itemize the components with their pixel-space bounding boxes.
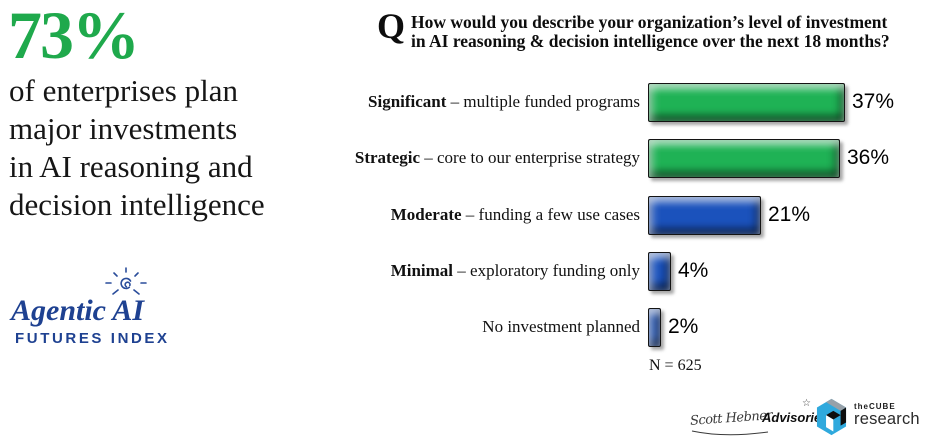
category-label: Strategic – core to our enterprise strat…	[354, 147, 640, 167]
signature-advisories: Advisories	[762, 410, 829, 425]
bar-minimal	[648, 252, 671, 291]
bar-row-significant: Significant – multiple funded programs 3…	[0, 83, 936, 122]
category-label: Significant – multiple funded programs	[368, 91, 640, 111]
category-label: Moderate – funding a few use cases	[390, 204, 640, 224]
category-label: Minimal – exploratory funding only	[390, 260, 640, 280]
agentic-ai-logo-tagline: FUTURES INDEX	[15, 330, 170, 347]
value-label: 36%	[847, 145, 890, 169]
question-line-2: in AI reasoning & decision intelligence …	[411, 30, 890, 51]
bar-row-minimal: Minimal – exploratory funding only 4%	[0, 252, 936, 291]
value-label: 2%	[668, 314, 699, 338]
research-label: research	[854, 410, 920, 428]
bar-row-strategic: Strategic – core to our enterprise strat…	[0, 139, 936, 178]
bar-significant	[648, 83, 845, 122]
cube-icon	[816, 398, 847, 436]
question-text: How would you describe your organization…	[411, 13, 921, 50]
headline-description-line: of enterprises plan	[9, 73, 238, 108]
thecube-label: theCUBE	[854, 402, 896, 411]
bar-row-moderate: Moderate – funding a few use cases 21%	[0, 196, 936, 235]
bar-strategic	[648, 139, 840, 178]
headline-stat: 73%	[8, 0, 140, 73]
headline-description-line: in AI reasoning and	[9, 149, 253, 184]
scott-hebner-advisories-logo: Scott Hebner Advisories ☆	[689, 398, 828, 437]
value-label: 21%	[768, 202, 811, 226]
bar-no-investment	[648, 308, 661, 347]
signature-flourish	[691, 430, 769, 436]
agentic-ai-logo-name: Agentic AI	[11, 294, 145, 327]
sun-spiral-icon	[105, 267, 147, 295]
headline-description-line: decision intelligence	[9, 187, 265, 222]
question-prefix: Q	[377, 6, 406, 46]
bar-moderate	[648, 196, 761, 235]
signature-script: Scott Hebner	[689, 408, 773, 429]
headline-description-line: major investments	[9, 111, 238, 146]
thecube-research-logo: theCUBE research	[854, 402, 920, 428]
value-label: 37%	[852, 89, 895, 113]
sample-size: N = 625	[649, 357, 702, 374]
category-label: No investment planned	[482, 316, 640, 336]
value-label: 4%	[678, 258, 709, 282]
star-icon: ☆	[802, 398, 811, 409]
question-line-1: How would you describe your organization…	[411, 12, 888, 32]
bar-row-no-investment: No investment planned 2%	[0, 308, 936, 347]
